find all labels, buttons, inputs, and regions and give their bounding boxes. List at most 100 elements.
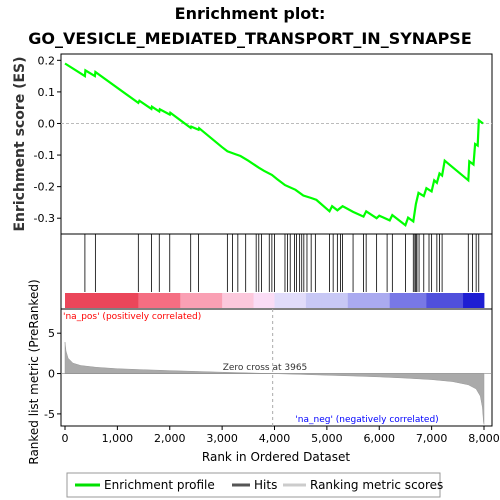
chart-title-line2: GO_VESICLE_MEDIATED_TRANSPORT_IN_SYNAPSE <box>28 29 472 48</box>
heatmap-cell <box>211 293 218 308</box>
heatmap-cell <box>222 293 228 308</box>
heatmap-cell <box>415 293 422 308</box>
heatmap-cell <box>65 293 71 308</box>
heatmap-cell <box>138 293 144 308</box>
heatmap-cell <box>326 293 333 308</box>
xtick-label: 4,000 <box>259 432 291 445</box>
heatmap-cell <box>447 293 453 308</box>
heatmap-cell <box>174 293 181 308</box>
heatmap-cell <box>91 293 97 308</box>
heatmap-cell <box>463 293 469 308</box>
heatmap-cell <box>452 293 459 308</box>
heatmap-cell <box>478 293 485 308</box>
heatmap-cell <box>405 293 412 308</box>
xtick-label: 8,000 <box>468 432 500 445</box>
heatmap-cell <box>311 293 317 308</box>
es-ytick-label: -0.1 <box>34 149 55 162</box>
heatmap-cell <box>70 293 76 308</box>
rank-ytick-label: 0 <box>48 368 55 381</box>
heatmap-cell <box>295 293 302 308</box>
heatmap-cell <box>457 293 464 308</box>
heatmap-cell <box>206 293 213 308</box>
heatmap-cell <box>436 293 443 308</box>
heatmap-cell <box>80 293 87 308</box>
es-panel <box>60 53 493 235</box>
xtick-label: 2,000 <box>154 432 186 445</box>
enrichment-profile-line <box>64 62 484 227</box>
heatmap-cell <box>321 293 328 308</box>
legend-box <box>66 472 441 498</box>
heatmap-cell <box>190 293 197 308</box>
hit-markers <box>84 234 480 292</box>
heatmap-cell <box>243 293 249 308</box>
heatmap-cell <box>227 293 233 308</box>
neg-correlated-label: 'na_neg' (negatively correlated) <box>295 415 438 425</box>
heatmap-cell <box>232 293 239 308</box>
heatmap-cell <box>431 293 438 308</box>
heatmap-cell <box>421 293 427 308</box>
es-y-axis: 0.2 0.1 0.0 -0.1 -0.2 -0.3 <box>34 54 61 225</box>
es-y-axis-label: Enrichment score (ES) <box>12 56 28 231</box>
heatmap-cell <box>101 293 108 308</box>
rank-panel <box>60 308 493 427</box>
heatmap-cell <box>290 293 296 308</box>
heatmap-cell <box>122 293 129 308</box>
xtick-label: 3,000 <box>206 432 238 445</box>
heatmap-cell <box>379 293 385 308</box>
pos-correlated-label: 'na_pos' (positively correlated) <box>63 312 201 322</box>
heatmap-cell <box>347 293 354 308</box>
heatmap-cell <box>112 293 118 308</box>
heatmap-cell <box>353 293 359 308</box>
heatmap-cell <box>195 293 202 308</box>
heatmap-cell <box>363 293 370 308</box>
ranking-metric-fill <box>64 342 485 425</box>
heatmap-cell <box>133 293 139 308</box>
xtick-label: 0 <box>62 432 69 445</box>
heatmap-cell <box>148 293 155 308</box>
heatmap-cell <box>143 293 150 308</box>
es-ytick-label: -0.3 <box>34 212 55 225</box>
heatmap-cell <box>75 293 82 308</box>
heatmap-cell <box>117 293 124 308</box>
heatmap-cell <box>154 293 160 308</box>
legend-label-enrichment: Enrichment profile <box>104 478 215 492</box>
heatmap-cell <box>96 293 103 308</box>
xtick-label: 7,000 <box>416 432 448 445</box>
heatmap-cell <box>185 293 192 308</box>
heatmap-cell <box>180 293 186 308</box>
heatmap-cell <box>442 293 448 308</box>
heatmap-cell <box>316 293 323 308</box>
x-axis-label: Rank in Ordered Dataset <box>202 450 350 464</box>
heatmap-cell <box>394 293 401 308</box>
heatmap-cell <box>337 293 343 308</box>
legend-label-hits: Hits <box>254 478 277 492</box>
heatmap-cell <box>473 293 480 308</box>
rank-ytick-label: 5 <box>48 327 55 340</box>
heatmap-cell <box>368 293 375 308</box>
es-ytick-label: 0.1 <box>38 86 56 99</box>
es-ytick-label: 0.2 <box>38 54 56 67</box>
rank-ytick-label: -5 <box>44 408 55 421</box>
heatmap-cell <box>253 293 260 308</box>
heatmap-cell <box>279 293 286 308</box>
heatmap-cell <box>374 293 380 308</box>
heatmap-cell <box>269 293 275 308</box>
rank-y-axis: 5 0 -5 <box>44 327 61 421</box>
heatmap-cell <box>426 293 433 308</box>
heatmap-cell <box>264 293 270 308</box>
legend-label-ranking: Ranking metric scores <box>310 478 443 492</box>
xtick-label: 5,000 <box>311 432 343 445</box>
heatmap-cell <box>410 293 417 308</box>
heatmap-cell <box>305 293 312 308</box>
zero-cross-label: Zero cross at 3965 <box>223 363 308 373</box>
heatmap-cell <box>237 293 244 308</box>
enrichment-profile-path <box>64 62 484 227</box>
x-axis: 0 1,000 2,000 3,000 4,000 5,000 6,000 7,000 8,00… <box>62 426 500 445</box>
heatmap-cell <box>342 293 349 308</box>
heatmap-cell <box>389 293 396 308</box>
heatmap-cell <box>468 293 474 308</box>
rank-heatmap-bar <box>65 293 485 308</box>
heatmap-cell <box>384 293 391 308</box>
